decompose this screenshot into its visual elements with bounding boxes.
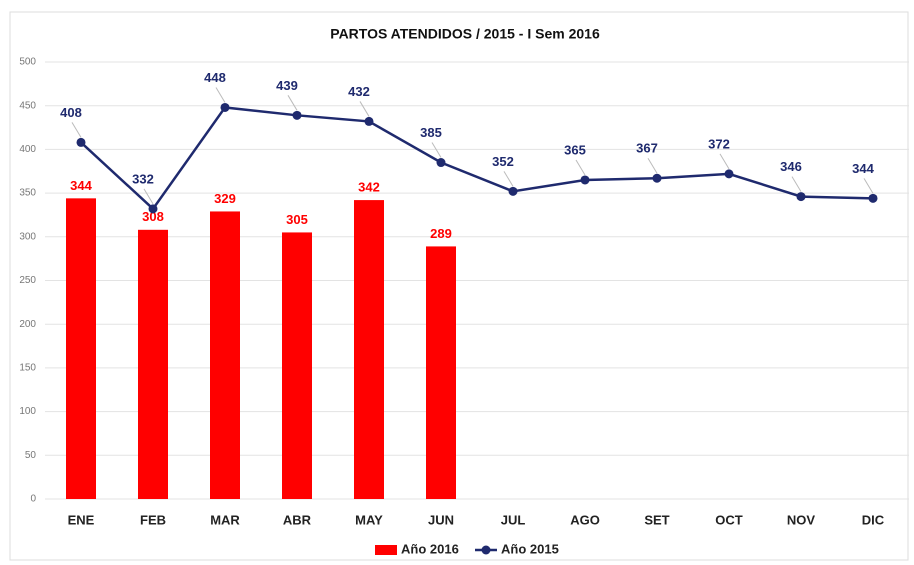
- line-value-label: 439: [276, 78, 298, 93]
- x-tick-label: AGO: [570, 512, 600, 527]
- line-marker: [868, 193, 878, 203]
- legend-label: Año 2016: [401, 541, 459, 556]
- y-tick-label: 200: [19, 319, 36, 330]
- leader-line: [143, 188, 154, 205]
- line-value-label: 344: [852, 161, 874, 176]
- line-value-label: 372: [708, 136, 730, 151]
- y-tick-label: 300: [19, 231, 36, 242]
- bar: [282, 232, 312, 499]
- bar-value-label: 342: [358, 180, 380, 195]
- line-marker: [652, 173, 662, 183]
- y-tick-label: 400: [19, 144, 36, 155]
- bar-value-label: 329: [214, 191, 236, 206]
- line-value-label: 367: [636, 141, 658, 156]
- y-tick-label: 500: [19, 57, 36, 68]
- line-marker: [508, 186, 518, 196]
- x-tick-label: JUL: [501, 512, 526, 527]
- bar-value-label: 308: [142, 209, 164, 224]
- bar-value-label: 289: [430, 226, 452, 241]
- line-marker: [220, 102, 230, 112]
- legend-swatch-marker: [481, 545, 491, 555]
- y-tick-label: 100: [19, 406, 36, 417]
- leader-line: [863, 178, 874, 194]
- x-tick-label: DIC: [862, 512, 885, 527]
- bar-value-label: 344: [70, 178, 92, 193]
- chart-title: PARTOS ATENDIDOS / 2015 - I Sem 2016: [330, 26, 600, 42]
- x-tick-label: ENE: [68, 512, 95, 527]
- y-tick-label: 250: [19, 275, 36, 286]
- line-value-label: 346: [780, 159, 802, 174]
- line-value-label: 365: [564, 142, 586, 157]
- line-value-label: 432: [348, 84, 370, 99]
- bar: [426, 246, 456, 499]
- line-marker: [292, 110, 302, 120]
- leader-line: [215, 87, 226, 103]
- leader-line: [287, 95, 298, 111]
- line-marker: [724, 169, 734, 179]
- leader-line: [791, 176, 802, 192]
- bar-value-label: 305: [286, 212, 308, 227]
- line-value-label: 385: [420, 125, 442, 140]
- leader-line: [359, 101, 370, 117]
- y-tick-label: 0: [30, 494, 36, 505]
- line: [80, 106, 874, 211]
- leader-line: [647, 157, 658, 174]
- x-tick-label: SET: [644, 512, 669, 527]
- bar: [354, 200, 384, 500]
- bar: [66, 198, 96, 499]
- line-marker: [76, 137, 86, 147]
- x-tick-label: OCT: [715, 512, 743, 527]
- x-tick-label: NOV: [787, 512, 816, 527]
- leader-line: [719, 153, 730, 170]
- bar: [138, 229, 168, 500]
- x-tick-label: MAR: [210, 512, 240, 527]
- line-marker: [148, 204, 158, 214]
- y-tick-label: 150: [19, 363, 36, 374]
- bar: [210, 211, 240, 500]
- line-marker: [364, 116, 374, 126]
- leader-line: [575, 159, 586, 176]
- x-tick-label: JUN: [428, 512, 454, 527]
- line-marker: [580, 175, 590, 185]
- y-tick-label: 350: [19, 188, 36, 199]
- legend-label: Año 2015: [501, 541, 559, 556]
- x-tick-label: FEB: [140, 512, 166, 527]
- y-tick-label: 450: [19, 100, 36, 111]
- leader-line: [71, 122, 82, 138]
- line-marker: [436, 158, 446, 168]
- line-value-label: 352: [492, 154, 514, 169]
- y-tick-label: 50: [25, 450, 37, 461]
- leader-line: [503, 171, 514, 187]
- x-tick-label: MAY: [355, 512, 383, 527]
- leader-line: [431, 142, 442, 158]
- line-value-label: 448: [204, 70, 226, 85]
- line-value-label: 408: [60, 105, 82, 120]
- line-marker: [796, 192, 806, 202]
- legend-swatch: [375, 545, 397, 555]
- x-tick-label: ABR: [283, 512, 312, 527]
- line-value-label: 332: [132, 171, 154, 186]
